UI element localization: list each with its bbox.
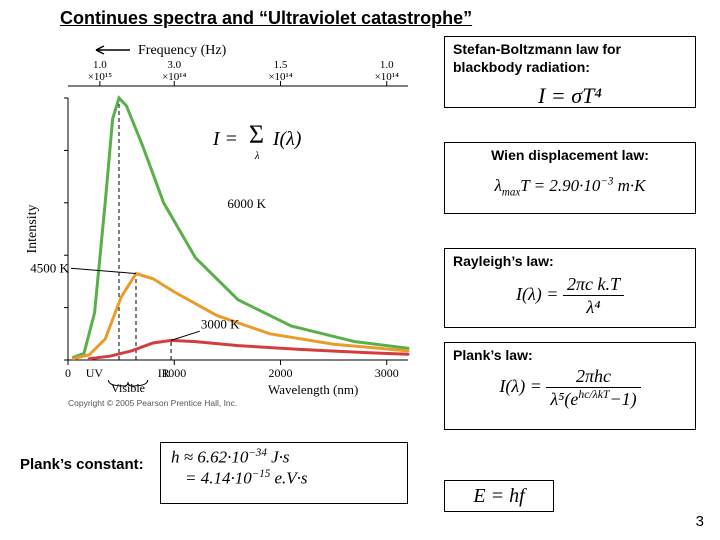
plank-label: Plank’s law: xyxy=(445,343,695,365)
svg-text:×10¹⁴: ×10¹⁴ xyxy=(375,71,400,83)
svg-text:2000: 2000 xyxy=(269,366,293,380)
svg-text:Frequency (Hz): Frequency (Hz) xyxy=(138,43,227,58)
svg-text:3000 K: 3000 K xyxy=(201,317,240,332)
rayleigh-formula: I(λ) = 2πc k.Tλ⁴ xyxy=(445,271,695,321)
svg-text:×10¹⁴: ×10¹⁴ xyxy=(268,71,293,83)
wien-label: Wien displacement law: xyxy=(445,143,695,165)
svg-text:1.0: 1.0 xyxy=(380,59,394,71)
svg-text:4500 K: 4500 K xyxy=(30,260,69,275)
plank-constant-box: h ≈ 6.62·10−34 J·s = 4.14·10−15 e.V·s xyxy=(160,442,408,504)
svg-text:×10¹⁴: ×10¹⁴ xyxy=(162,71,187,83)
svg-text:3000: 3000 xyxy=(375,366,399,380)
plank-formula: I(λ) = 2πhc λ⁵(ehc/λkT−1) xyxy=(445,365,695,411)
page-number: 3 xyxy=(696,513,704,530)
svg-text:I(λ): I(λ) xyxy=(272,128,302,150)
svg-text:0: 0 xyxy=(65,366,71,380)
slide-title: Continues spectra and “Ultraviolet catas… xyxy=(60,8,472,29)
svg-text:Σ: Σ xyxy=(249,120,264,149)
svg-text:λ: λ xyxy=(254,150,260,162)
e-hf-box: E = hf xyxy=(444,480,554,512)
svg-text:×10¹⁵: ×10¹⁵ xyxy=(88,71,113,83)
svg-text:3.0: 3.0 xyxy=(167,59,181,71)
stefan-boltzmann-box: Stefan-Boltzmann law for blackbody radia… xyxy=(444,36,696,108)
rayleigh-box: Rayleigh’s law: I(λ) = 2πc k.Tλ⁴ xyxy=(444,248,696,328)
svg-text:1.5: 1.5 xyxy=(274,59,288,71)
svg-text:I =: I = xyxy=(212,128,238,150)
svg-text:6000 K: 6000 K xyxy=(227,196,266,211)
stefan-label: Stefan-Boltzmann law for blackbody radia… xyxy=(445,37,695,76)
rayleigh-label: Rayleigh’s law: xyxy=(445,249,695,271)
svg-text:1.0: 1.0 xyxy=(93,59,107,71)
plank-box: Plank’s law: I(λ) = 2πhc λ⁵(ehc/λkT−1) xyxy=(444,342,696,430)
plank-constant-label: Plank’s constant: xyxy=(20,456,144,473)
wien-box: Wien displacement law: λmaxT = 2.90·10−3… xyxy=(444,142,696,214)
blackbody-spectrum-chart: Frequency (Hz)1.0×10¹⁵3.0×10¹⁴1.5×10¹⁴1.… xyxy=(18,40,418,412)
stefan-formula: I = σT⁴ xyxy=(445,76,695,116)
svg-text:Wavelength (nm): Wavelength (nm) xyxy=(268,382,358,397)
wien-formula: λmaxT = 2.90·10−3 m·K xyxy=(445,165,695,210)
svg-text:Copyright © 2005 Pearson Prent: Copyright © 2005 Pearson Prentice Hall, … xyxy=(68,398,237,408)
svg-text:UV: UV xyxy=(86,366,104,380)
svg-text:Intensity: Intensity xyxy=(25,205,40,254)
svg-text:IR: IR xyxy=(158,366,170,380)
